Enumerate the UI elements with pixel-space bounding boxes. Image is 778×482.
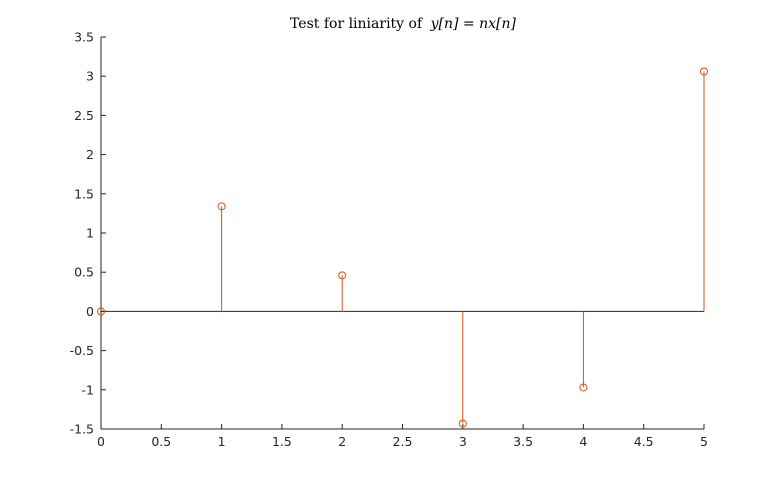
stem-marker <box>217 202 226 211</box>
y-tick-label: 0 <box>86 304 94 319</box>
x-tick-label: 3.5 <box>513 434 533 449</box>
chart-title: Test for liniarity of y[n] = nx[n] <box>290 16 516 32</box>
y-tick-label: 0.5 <box>74 265 94 280</box>
stems <box>97 67 708 428</box>
stem-marker <box>700 67 708 76</box>
x-tick-label: 5 <box>700 434 708 449</box>
y-tick-label: 3.5 <box>74 30 94 45</box>
stem-marker <box>579 383 588 392</box>
x-tick-label: 1 <box>218 434 226 449</box>
x-tick-label: 1.5 <box>272 434 292 449</box>
x-tick-label: 4 <box>579 434 587 449</box>
x-tick-label: 0.5 <box>151 434 171 449</box>
y-tick-label: 3 <box>86 69 94 84</box>
x-tick-label: 3 <box>459 434 467 449</box>
stem-marker <box>338 271 347 280</box>
x-tick-label: 2 <box>338 434 346 449</box>
stem-marker <box>458 419 467 428</box>
y-tick-label: 1 <box>86 226 94 241</box>
y-tick-label: -0.5 <box>70 343 94 358</box>
y-tick-label: 2.5 <box>74 108 94 123</box>
x-tick-label: 0 <box>97 434 105 449</box>
y-tick-label: 1.5 <box>74 186 94 201</box>
chart-title-text: Test for liniarity of <box>290 16 424 32</box>
y-tick-label: -1.5 <box>70 422 94 437</box>
axes: 0 0.5 1 1.5 2 2.5 3 3.5 4 4.5 5 -1.5 -1 -0.5 0 0.5 1 1.5 2… <box>70 30 708 450</box>
x-tick-label: 2.5 <box>393 434 413 449</box>
y-tick-label: -1 <box>82 382 94 397</box>
y-tick-label: 2 <box>86 147 94 162</box>
chart-title-math: y[n] = nx[n] <box>430 16 517 32</box>
stem-marker <box>97 307 105 316</box>
x-tick-label: 4.5 <box>634 434 654 449</box>
